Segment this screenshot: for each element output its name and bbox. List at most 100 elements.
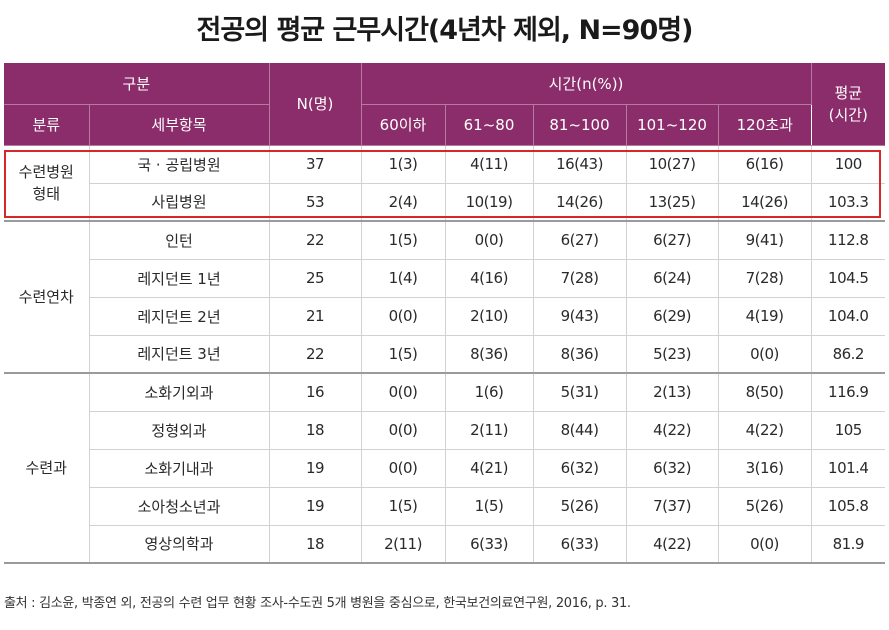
bin-cell: 8(50) — [718, 373, 812, 412]
table-row: 수련연차 인턴 22 1(5) 0(0) 6(27) 6(27) 9(41) 112.8 — [4, 221, 886, 374]
category-label: 수련병원 — [18, 162, 74, 181]
average-cell: 105 — [811, 411, 886, 450]
header-average: 평균 (시간) — [811, 63, 886, 146]
category-label: 형태 — [32, 184, 61, 203]
bin-cell: 8(44) — [533, 411, 627, 450]
bin-cell: 14(26) — [533, 183, 627, 222]
bin-cell: 4(16) — [445, 259, 534, 298]
n-cell: 18 — [269, 525, 362, 564]
average-cell: 86.2 — [811, 335, 886, 374]
bin-cell: 6(33) — [445, 525, 534, 564]
bin-cell: 1(5) — [361, 221, 446, 260]
n-cell: 25 — [269, 259, 362, 298]
bin-cell: 6(29) — [626, 297, 719, 336]
bin-cell: 4(19) — [718, 297, 812, 336]
average-cell: 105.8 — [811, 487, 886, 526]
n-cell: 22 — [269, 335, 362, 374]
bin-cell: 10(19) — [445, 183, 534, 222]
bin-cell: 10(27) — [626, 145, 719, 184]
table-row: 소화기내과 19 0(0) 4(21) 6(32) 6(32) 3(16) 101.4 — [4, 449, 886, 488]
bin-cell: 13(25) — [626, 183, 719, 222]
item-cell: 영상의학과 — [89, 525, 270, 564]
item-cell: 레지던트 3년 — [89, 335, 270, 374]
item-cell: 사립병원 — [89, 183, 270, 222]
bin-cell: 4(11) — [445, 145, 534, 184]
bin-cell: 0(0) — [361, 449, 446, 488]
header-bin-3: 81~100 — [533, 104, 627, 146]
bin-cell: 1(5) — [361, 487, 446, 526]
n-cell: 53 — [269, 183, 362, 222]
bin-cell: 1(5) — [445, 487, 534, 526]
category-label: 수련과 — [25, 459, 67, 477]
bin-cell: 6(33) — [533, 525, 627, 564]
table-row: 영상의학과 18 2(11) 6(33) 6(33) 4(22) 0(0) 81.9 — [4, 525, 886, 564]
average-cell: 100 — [811, 145, 886, 184]
bin-cell: 5(26) — [533, 487, 627, 526]
bin-cell: 6(32) — [626, 449, 719, 488]
bin-cell: 4(21) — [445, 449, 534, 488]
header-n: N(명) — [269, 63, 362, 146]
average-cell: 103.3 — [811, 183, 886, 222]
n-cell: 19 — [269, 449, 362, 488]
bin-cell: 6(24) — [626, 259, 719, 298]
bin-cell: 14(26) — [718, 183, 812, 222]
header-bin-1: 60이하 — [361, 104, 446, 146]
average-cell: 116.9 — [811, 373, 886, 412]
header-average-line2: (시간) — [828, 105, 868, 124]
bin-cell: 1(4) — [361, 259, 446, 298]
bin-cell: 0(0) — [718, 525, 812, 564]
table-row: 레지던트 2년 21 0(0) 2(10) 9(43) 6(29) 4(19) 104.0 — [4, 297, 886, 336]
item-cell: 정형외과 — [89, 411, 270, 450]
bin-cell: 6(32) — [533, 449, 627, 488]
table-row: 사립병원 53 2(4) 10(19) 14(26) 13(25) 14(26) 103.3 — [4, 183, 886, 222]
bin-cell: 2(10) — [445, 297, 534, 336]
bin-cell: 5(23) — [626, 335, 719, 374]
item-cell: 레지던트 1년 — [89, 259, 270, 298]
bin-cell: 0(0) — [718, 335, 812, 374]
n-cell: 18 — [269, 411, 362, 450]
bin-cell: 8(36) — [533, 335, 627, 374]
header-bin-4: 101~120 — [626, 104, 719, 146]
bin-cell: 6(27) — [533, 221, 627, 260]
category-cell: 수련연차 — [4, 221, 90, 374]
n-cell: 16 — [269, 373, 362, 412]
bin-cell: 5(31) — [533, 373, 627, 412]
bin-cell: 0(0) — [361, 411, 446, 450]
bin-cell: 8(36) — [445, 335, 534, 374]
item-cell: 국 · 공립병원 — [89, 145, 270, 184]
n-cell: 19 — [269, 487, 362, 526]
header-gubun: 구분 — [4, 63, 270, 105]
table-row: 수련과 소화기외과 16 0(0) 1(6) 5(31) 2(13) 8(50) 116.9 — [4, 373, 886, 564]
item-cell: 인턴 — [89, 221, 270, 260]
bin-cell: 3(16) — [718, 449, 812, 488]
bin-cell: 9(43) — [533, 297, 627, 336]
table-body: 수련병원 형태 국 · 공립병원 37 1(3) 4(11) 16(43) 10(27) 6(1… — [4, 145, 886, 564]
bin-cell: 0(0) — [361, 297, 446, 336]
item-cell: 소화기외과 — [89, 373, 270, 412]
table-row: 수련병원 형태 국 · 공립병원 37 1(3) 4(11) 16(43) 10(27) 6(1… — [4, 145, 886, 222]
header-average-line1: 평균 — [834, 83, 863, 102]
bin-cell: 6(27) — [626, 221, 719, 260]
bin-cell: 0(0) — [361, 373, 446, 412]
bin-cell: 9(41) — [718, 221, 812, 260]
bin-cell: 4(22) — [718, 411, 812, 450]
average-cell: 81.9 — [811, 525, 886, 564]
bin-cell: 7(28) — [718, 259, 812, 298]
bin-cell: 4(22) — [626, 525, 719, 564]
header-sebu: 세부항목 — [89, 104, 270, 146]
n-cell: 21 — [269, 297, 362, 336]
average-cell: 104.5 — [811, 259, 886, 298]
header-time-group: 시간(n(%)) — [361, 63, 812, 105]
source-citation: 출처 : 김소윤, 박종연 외, 전공의 수련 업무 현황 조사-수도권 5개 … — [4, 596, 631, 611]
bin-cell: 1(6) — [445, 373, 534, 412]
bin-cell: 2(11) — [445, 411, 534, 450]
bin-cell: 2(4) — [361, 183, 446, 222]
bin-cell: 2(13) — [626, 373, 719, 412]
bin-cell: 7(37) — [626, 487, 719, 526]
average-cell: 101.4 — [811, 449, 886, 488]
item-cell: 소화기내과 — [89, 449, 270, 488]
table-row: 레지던트 3년 22 1(5) 8(36) 8(36) 5(23) 0(0) 86.2 — [4, 335, 886, 374]
bin-cell: 2(11) — [361, 525, 446, 564]
